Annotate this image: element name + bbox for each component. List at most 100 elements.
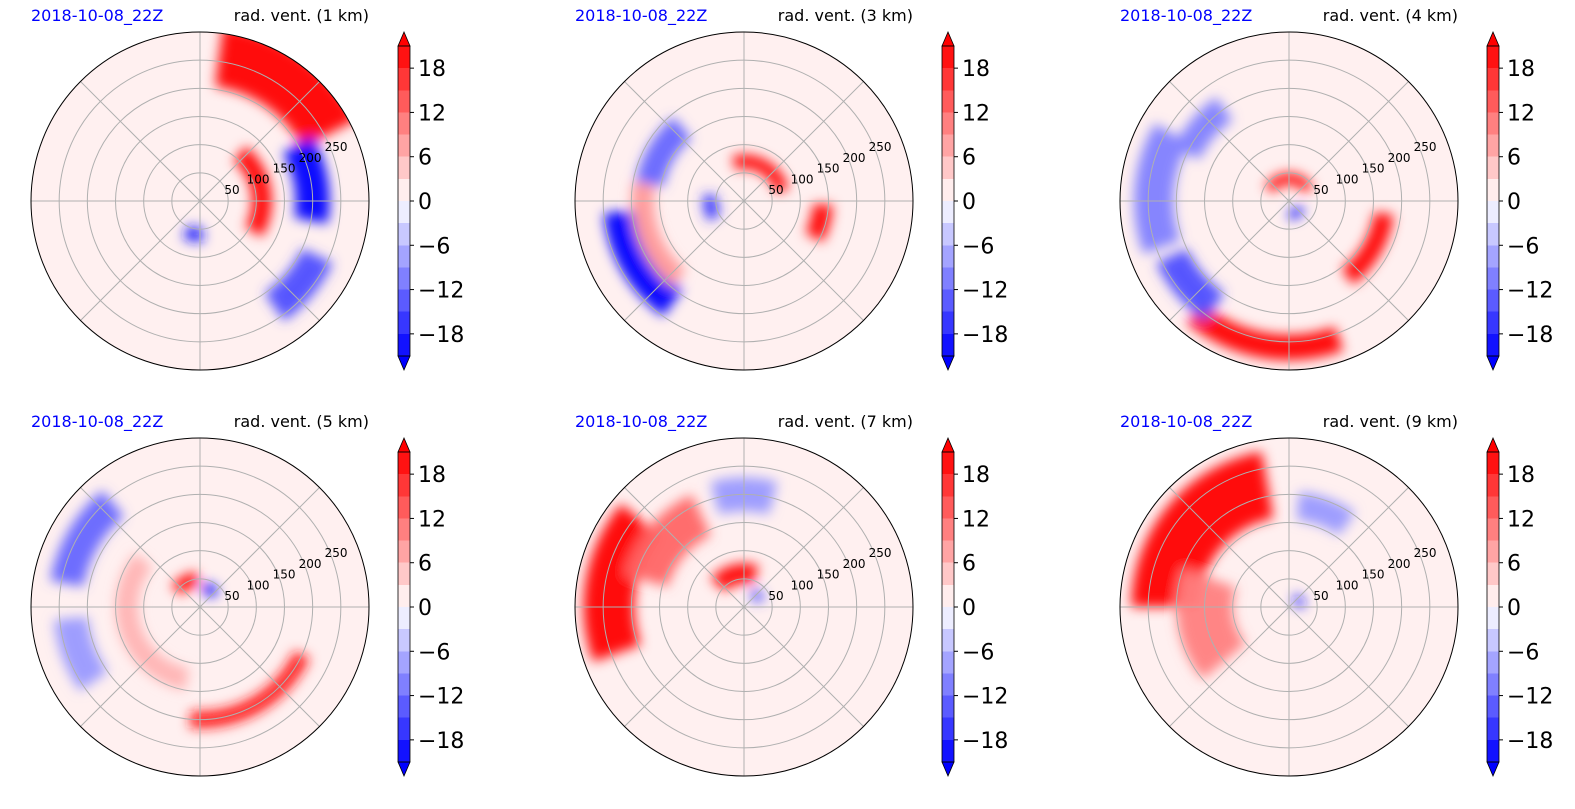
- colorbar-tick-label: −6: [1507, 234, 1539, 259]
- grid-ring: [687, 144, 801, 258]
- colorbar-extend-max: [1486, 436, 1500, 453]
- radial-tick-label: 200: [843, 557, 866, 571]
- panel-title: rad. vent. (9 km): [1323, 412, 1458, 431]
- colorbar-extend-max: [1486, 30, 1500, 47]
- radial-tick-label: 50: [1313, 183, 1328, 197]
- colorbar-tick-label: 0: [962, 596, 976, 621]
- positive-region-3: [189, 651, 310, 729]
- grid-ring: [115, 116, 285, 286]
- colorbar: 18 12 6 0 −6 −12 −18: [397, 30, 464, 372]
- grid-ring: [1175, 87, 1403, 315]
- colorbar: 18 12 6 0 −6 −12 −18: [1486, 436, 1553, 778]
- grid-ring: [659, 522, 829, 692]
- field-features: [182, 32, 358, 321]
- colorbar-extend-min: [1486, 355, 1500, 372]
- radial-tick-label: 100: [247, 172, 270, 186]
- grid-ring: [630, 493, 858, 721]
- plot-boundary: [30, 437, 370, 777]
- colorbar-tick-label: 12: [962, 101, 990, 126]
- grid-ring: [143, 550, 257, 664]
- grid-ring: [1204, 116, 1374, 286]
- positive-region-1: [215, 32, 358, 148]
- negative-region-5: [1134, 123, 1189, 254]
- colorbar-tick-label: 0: [962, 190, 976, 215]
- radial-tick-label: 50: [768, 183, 783, 197]
- colorbar-tick-label: 0: [1507, 596, 1521, 621]
- colorbar-tick-label: 18: [1507, 57, 1535, 82]
- colorbar-tick-label: 0: [418, 190, 432, 215]
- radial-tick-label: 100: [1336, 578, 1359, 592]
- radial-tick-label: 100: [791, 578, 814, 592]
- colorbar: 18 12 6 0 −6 −12 −18: [1486, 30, 1553, 372]
- colorbar-tick-label: −6: [962, 234, 994, 259]
- grid-ring: [715, 172, 773, 230]
- colorbar-body: [942, 46, 954, 356]
- positive-region-2: [233, 145, 272, 237]
- colorbar-tick-label: −12: [418, 685, 464, 710]
- radial-tick-label: 200: [1388, 151, 1411, 165]
- radial-tick-label: 150: [817, 162, 840, 176]
- grid-ring: [171, 578, 229, 636]
- panel-title: rad. vent. (3 km): [778, 6, 913, 25]
- radial-tick-label: 250: [325, 140, 348, 154]
- colorbar-tick-label: 18: [418, 463, 446, 488]
- radial-tick-label: 150: [1362, 568, 1385, 582]
- colorbar-body: [398, 452, 410, 762]
- colorbar-body: [942, 452, 954, 762]
- positive-region-4: [1186, 303, 1344, 361]
- colorbar: 18 12 6 0 −6 −12 −18: [941, 30, 1008, 372]
- date-label: 2018-10-08_22Z: [1120, 6, 1252, 26]
- panel-title: rad. vent. (5 km): [234, 412, 369, 431]
- negative-region-2: [1289, 205, 1305, 220]
- colorbar-extend-max: [941, 436, 955, 453]
- grid-ring: [86, 493, 314, 721]
- date-label: 2018-10-08_22Z: [575, 412, 707, 432]
- grid-ring: [602, 59, 886, 343]
- colorbar: 18 12 6 0 −6 −12 −18: [397, 436, 464, 778]
- radial-tick-label: 100: [247, 578, 270, 592]
- colorbar-tick-label: −6: [418, 640, 450, 665]
- positive-region-2: [1176, 568, 1246, 680]
- plot-boundary: [574, 31, 914, 371]
- radial-tick-label: 250: [869, 140, 892, 154]
- colorbar-tick-label: −6: [418, 234, 450, 259]
- colorbar-tick-label: 6: [962, 146, 976, 171]
- colorbar-tick-label: 12: [418, 507, 446, 532]
- colorbar-tick-label: −18: [962, 323, 1008, 348]
- radial-tick-label: 200: [843, 151, 866, 165]
- colorbar-tick-label: −6: [962, 640, 994, 665]
- colorbar-tick-label: −18: [1507, 323, 1553, 348]
- colorbar-tick-label: 12: [418, 101, 446, 126]
- colorbar-tick-label: −18: [1507, 729, 1553, 754]
- grid-ring: [687, 550, 801, 664]
- colorbar-tick-label: 6: [418, 552, 432, 577]
- colorbar-tick-label: 6: [1507, 552, 1521, 577]
- radial-tick-label: 50: [224, 183, 239, 197]
- radial-tick-label: 100: [791, 172, 814, 186]
- date-label: 2018-10-08_22Z: [575, 6, 707, 26]
- positive-region-1: [731, 154, 789, 193]
- colorbar-tick-label: −18: [418, 729, 464, 754]
- colorbar-tick-label: 12: [962, 507, 990, 532]
- radial-tick-label: 150: [273, 162, 296, 176]
- panel-title: rad. vent. (1 km): [234, 6, 369, 25]
- radial-tick-label: 200: [299, 557, 322, 571]
- radial-tick-label: 250: [1414, 546, 1437, 560]
- negative-region-4: [1296, 491, 1356, 536]
- colorbar-tick-label: 18: [962, 57, 990, 82]
- radial-tick-label: 150: [273, 568, 296, 582]
- grid-ring: [1260, 172, 1318, 230]
- grid-ring: [58, 59, 342, 343]
- date-label: 2018-10-08_22Z: [31, 6, 163, 26]
- negative-region-3: [282, 136, 330, 224]
- plot-boundary: [30, 31, 370, 371]
- colorbar-tick-label: 18: [1507, 463, 1535, 488]
- negative-region-5: [50, 490, 124, 587]
- plot-boundary: [1119, 31, 1459, 371]
- colorbar-tick-label: 0: [1507, 190, 1521, 215]
- grid-ring: [1147, 59, 1431, 343]
